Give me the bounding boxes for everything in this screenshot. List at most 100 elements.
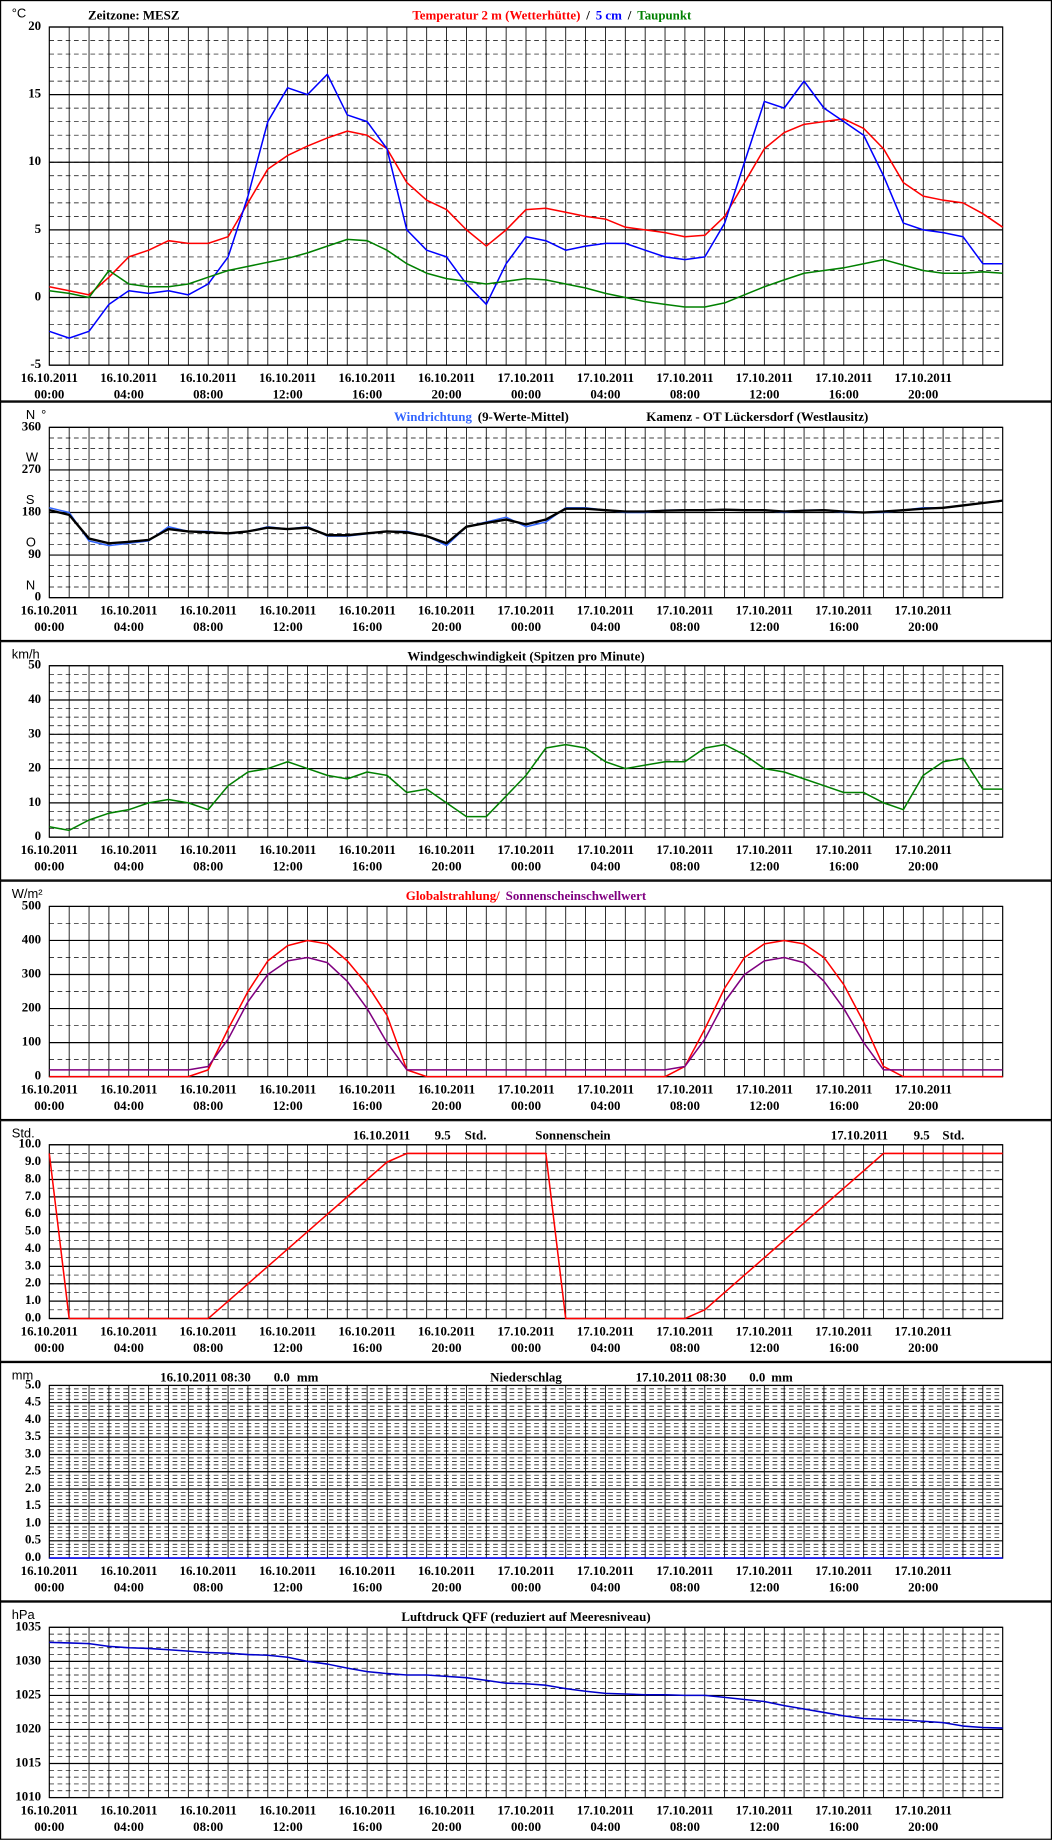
x-date-label: 17.10.2011 xyxy=(577,1563,634,1578)
x-date-label: 17.10.2011 xyxy=(497,1082,554,1097)
x-date-label: 16.10.2011 xyxy=(21,370,78,385)
x-time-label: 08:00 xyxy=(193,1580,223,1595)
x-time-label: 20:00 xyxy=(908,619,938,634)
y-tick-label: 50 xyxy=(28,657,41,672)
x-date-label: 17.10.2011 xyxy=(577,1324,634,1339)
x-date-label: 17.10.2011 xyxy=(497,1803,554,1818)
y-tick-label: 20 xyxy=(28,760,41,775)
series-line xyxy=(49,939,1003,1078)
legend-entry: 5 cm xyxy=(596,7,622,22)
x-time-label: 12:00 xyxy=(273,1340,303,1355)
x-time-label: 20:00 xyxy=(431,1340,461,1355)
series-line xyxy=(49,1641,1003,1729)
x-date-label: 16.10.2011 xyxy=(418,370,475,385)
y-tick-label: 1.0 xyxy=(25,1292,41,1307)
y-tick-label: 3.5 xyxy=(25,1428,41,1443)
x-time-label: 20:00 xyxy=(431,619,461,634)
x-time-label: 04:00 xyxy=(114,1098,144,1113)
annotation: Std. xyxy=(465,1128,487,1143)
x-date-label: 16.10.2011 xyxy=(100,603,157,618)
y-tick-label: 10 xyxy=(28,153,41,168)
plot-frame xyxy=(48,1626,1004,1799)
x-date-label: 17.10.2011 xyxy=(656,603,713,618)
y-tick-label: 0 xyxy=(35,589,41,604)
x-date-label: 17.10.2011 xyxy=(895,1803,952,1818)
x-time-label: 08:00 xyxy=(193,1098,223,1113)
x-time-label: 04:00 xyxy=(114,619,144,634)
x-time-label: 12:00 xyxy=(749,619,779,634)
x-date-label: 16.10.2011 xyxy=(259,1563,316,1578)
direction-label: N xyxy=(26,577,35,592)
x-date-label: 16.10.2011 xyxy=(338,1803,395,1818)
y-tick-label: 1020 xyxy=(15,1720,41,1735)
x-time-label: 00:00 xyxy=(34,1340,64,1355)
y-tick-label: 3.0 xyxy=(25,1257,41,1272)
annotation: Std. xyxy=(942,1128,964,1143)
x-time-label: 04:00 xyxy=(590,1340,620,1355)
annotation: 17.10.2011 08:30 xyxy=(636,1369,727,1384)
chart-title: Niederschlag xyxy=(490,1369,562,1384)
y-unit: Std. xyxy=(12,1126,35,1141)
x-time-label: 20:00 xyxy=(908,387,938,402)
legend-entry: Globalstrahlung/ xyxy=(406,888,500,903)
series-line xyxy=(49,118,1004,296)
y-tick-label: 15 xyxy=(28,86,41,101)
chart-title: Windgeschwindigkeit (Spitzen pro Minute) xyxy=(407,648,644,663)
x-date-label: 17.10.2011 xyxy=(497,842,554,857)
panel-border xyxy=(0,1601,1052,1840)
x-date-label: 16.10.2011 xyxy=(338,1324,395,1339)
plot-frame xyxy=(48,1144,1004,1320)
x-date-label: 16.10.2011 xyxy=(180,842,237,857)
plot-frame xyxy=(48,665,1004,838)
x-time-label: 00:00 xyxy=(34,1819,64,1834)
x-date-label: 17.10.2011 xyxy=(736,1082,793,1097)
legend-entry: (9-Werte-Mittel) xyxy=(478,409,569,424)
y-tick-label: 100 xyxy=(22,1034,41,1049)
x-date-label: 17.10.2011 xyxy=(815,1324,872,1339)
x-date-label: 16.10.2011 xyxy=(100,1324,157,1339)
x-time-label: 04:00 xyxy=(114,1580,144,1595)
series-line xyxy=(49,499,1003,545)
y-tick-label: 7.0 xyxy=(25,1188,41,1203)
x-time-label: 00:00 xyxy=(511,387,541,402)
x-date-label: 16.10.2011 xyxy=(338,1563,395,1578)
x-time-label: 08:00 xyxy=(670,1340,700,1355)
y-tick-label: 4.0 xyxy=(25,1240,41,1255)
x-date-label: 16.10.2011 xyxy=(259,842,316,857)
x-time-label: 20:00 xyxy=(431,1098,461,1113)
annotation: 16.10.2011 xyxy=(353,1128,410,1143)
x-date-label: 16.10.2011 xyxy=(259,1324,316,1339)
x-date-label: 16.10.2011 xyxy=(180,1324,237,1339)
legend-entry: Taupunkt xyxy=(637,7,692,22)
panel-border xyxy=(0,0,1052,402)
y-tick-label: 1015 xyxy=(15,1754,41,1769)
y-tick-label: 0 xyxy=(35,288,41,303)
x-date-label: 17.10.2011 xyxy=(895,370,952,385)
x-time-label: 12:00 xyxy=(273,1580,303,1595)
y-tick-label: 270 xyxy=(22,461,41,476)
plot-frame xyxy=(48,26,1004,366)
x-time-label: 16:00 xyxy=(829,1580,859,1595)
chart-title: Windrichtung (9-Werte-Mittel) xyxy=(394,409,569,424)
annotation: 0.0 xyxy=(749,1369,765,1384)
series-line xyxy=(49,743,1003,832)
x-time-label: 20:00 xyxy=(908,1580,938,1595)
y-tick-label: 1025 xyxy=(15,1686,41,1701)
y-tick-label: 1010 xyxy=(15,1789,41,1804)
x-time-label: 12:00 xyxy=(273,859,303,874)
x-date-label: 17.10.2011 xyxy=(815,842,872,857)
y-unit: km/h xyxy=(12,647,40,662)
x-date-label: 16.10.2011 xyxy=(418,1324,475,1339)
x-time-label: 12:00 xyxy=(749,387,779,402)
x-time-label: 08:00 xyxy=(670,1098,700,1113)
y-tick-label: 0.0 xyxy=(25,1309,41,1324)
x-time-label: 00:00 xyxy=(511,1340,541,1355)
y-tick-label: 10 xyxy=(28,794,41,809)
annotation: 9.5 xyxy=(435,1128,451,1143)
x-date-label: 17.10.2011 xyxy=(815,1563,872,1578)
chart-title: Luftdruck QFF (reduziert auf Meeresnivea… xyxy=(401,1609,650,1624)
x-date-label: 16.10.2011 xyxy=(100,1803,157,1818)
y-tick-label: 1.5 xyxy=(25,1497,41,1512)
x-time-label: 16:00 xyxy=(829,1340,859,1355)
